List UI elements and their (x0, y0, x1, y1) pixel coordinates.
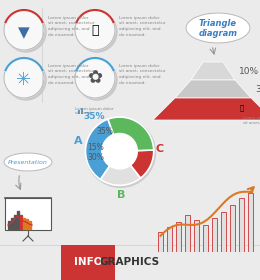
Polygon shape (175, 80, 251, 98)
Ellipse shape (186, 13, 250, 43)
Bar (11, 218, 13, 229)
Bar (17, 211, 19, 229)
Circle shape (77, 12, 117, 52)
Bar (26, 219, 28, 229)
Text: Lorem ipsum dolor
sit amet, consectetur
adipiscing elit, and
do eiusmod.: Lorem ipsum dolor sit amet, consectetur … (48, 64, 94, 85)
Text: 35%: 35% (96, 127, 113, 136)
Circle shape (6, 60, 46, 100)
Polygon shape (153, 98, 260, 120)
Text: ✿: ✿ (87, 69, 102, 87)
Bar (176, 222, 181, 252)
Text: INFO: INFO (74, 257, 102, 267)
Text: ▼: ▼ (18, 25, 30, 41)
Wedge shape (108, 117, 154, 151)
Text: 🔥: 🔥 (91, 24, 99, 36)
Bar (249, 193, 254, 252)
Wedge shape (86, 119, 120, 179)
Text: 🏠: 🏠 (240, 105, 244, 111)
Text: A: A (74, 136, 82, 146)
Circle shape (86, 118, 155, 187)
Bar (23, 218, 25, 229)
Bar (230, 205, 235, 252)
Circle shape (77, 60, 117, 100)
Bar (167, 227, 172, 252)
Text: Presentation: Presentation (8, 160, 48, 165)
Text: 10%: 10% (239, 67, 259, 76)
Text: Lorem ipsum dolor
sit amet: Lorem ipsum dolor sit amet (75, 107, 114, 115)
Bar (194, 220, 199, 252)
FancyBboxPatch shape (5, 198, 51, 230)
Text: Lorem ipsum dolor
sit amet, consectetur
adipiscing elit, and
do eiusmod.: Lorem ipsum dolor sit amet, consectetur … (48, 16, 94, 36)
Text: Triangle: Triangle (199, 18, 237, 27)
Ellipse shape (4, 153, 52, 171)
Bar (8, 221, 10, 229)
Polygon shape (191, 62, 235, 80)
Bar (158, 232, 163, 252)
Text: 35%: 35% (84, 112, 105, 121)
Wedge shape (101, 151, 141, 185)
Text: Lorem ipsum dolor
sit amet, consectetur
adipiscing elit, and
do eiusmod.: Lorem ipsum dolor sit amet, consectetur … (119, 16, 166, 36)
Bar (78, 110, 80, 114)
Circle shape (6, 12, 46, 52)
Text: Lorem ipsum dolor
sit amet, co: Lorem ipsum dolor sit amet, co (243, 116, 260, 125)
Bar (14, 215, 16, 229)
Text: diagram: diagram (198, 29, 237, 39)
Text: B: B (117, 190, 126, 200)
Text: ✳: ✳ (16, 71, 31, 89)
Bar (29, 221, 31, 229)
Circle shape (75, 58, 115, 98)
Circle shape (75, 10, 115, 50)
Text: GRAPHICS: GRAPHICS (100, 257, 160, 267)
Bar (203, 225, 208, 252)
Text: 15%: 15% (87, 143, 104, 153)
Circle shape (4, 10, 44, 50)
Text: Lorem ipsum dolor
sit amet, consectetur
adipiscing elit, and
do eiusmod.: Lorem ipsum dolor sit amet, consectetur … (119, 64, 166, 85)
Bar (212, 218, 217, 252)
Bar (185, 215, 190, 252)
Bar (239, 198, 244, 252)
Text: 30%: 30% (255, 85, 260, 94)
Bar (221, 212, 226, 252)
Text: C: C (156, 144, 164, 155)
Bar (20, 215, 22, 229)
Bar (81, 108, 83, 114)
Text: 30%: 30% (87, 153, 104, 162)
Circle shape (4, 58, 44, 98)
Circle shape (102, 134, 137, 169)
Wedge shape (120, 150, 154, 178)
